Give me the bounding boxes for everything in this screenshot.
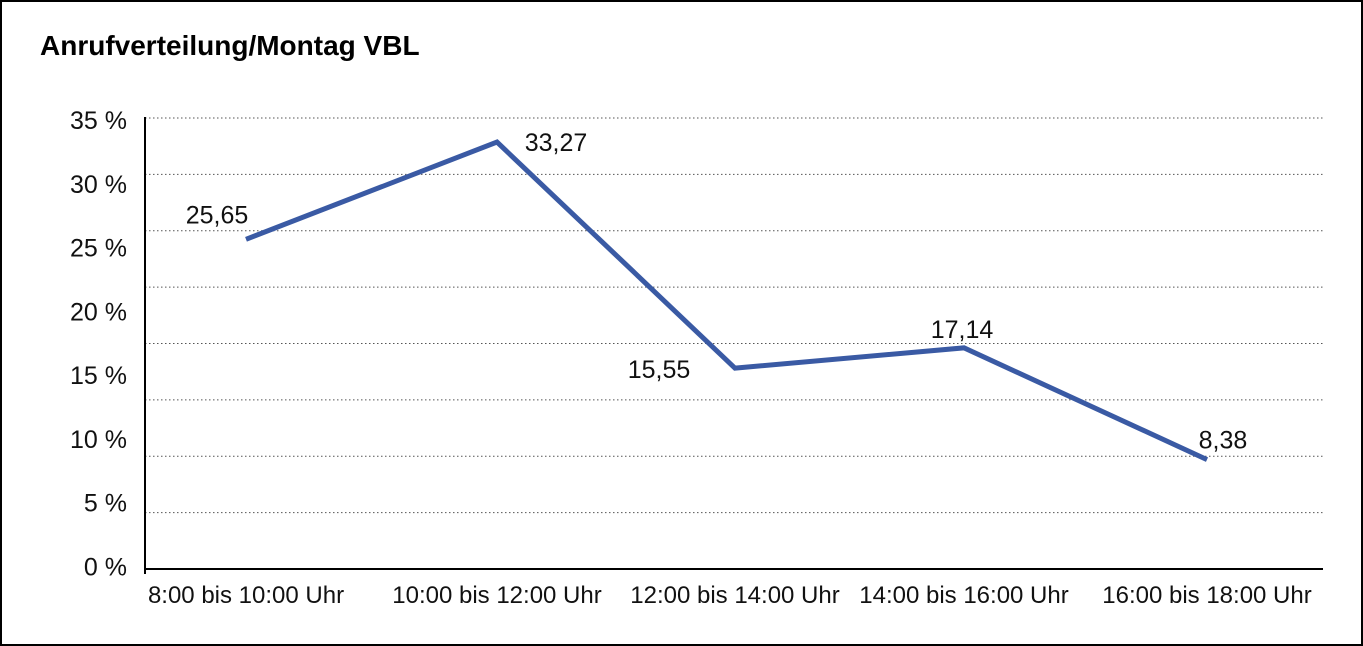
y-tick-label: 20 %: [70, 298, 127, 326]
y-tick-label: 15 %: [70, 362, 127, 390]
data-point-label: 33,27: [525, 129, 588, 157]
y-tick-label: 5 %: [84, 490, 127, 518]
data-point-label: 17,14: [931, 316, 994, 344]
y-tick-label: 10 %: [70, 426, 127, 454]
data-point-label: 8,38: [1199, 427, 1248, 455]
x-tick-label: 12:00 bis 14:00 Uhr: [630, 582, 839, 609]
x-tick-label: 14:00 bis 16:00 Uhr: [859, 582, 1068, 609]
y-tick-label: 25 %: [70, 235, 127, 263]
data-line: [245, 139, 1209, 462]
data-point-label: 15,55: [628, 356, 691, 384]
x-tick-label: 10:00 bis 12:00 Uhr: [392, 582, 601, 609]
x-tick-label: 16:00 bis 18:00 Uhr: [1102, 582, 1311, 609]
data-point-label: 25,65: [186, 201, 249, 229]
y-tick-label: 35 %: [70, 107, 127, 135]
y-tick-label: 0 %: [84, 554, 127, 582]
y-tick-label: 30 %: [70, 171, 127, 199]
x-tick-label: 8:00 bis 10:00 Uhr: [148, 582, 344, 609]
chart-title: Anrufverteilung/Montag VBL: [40, 30, 420, 61]
